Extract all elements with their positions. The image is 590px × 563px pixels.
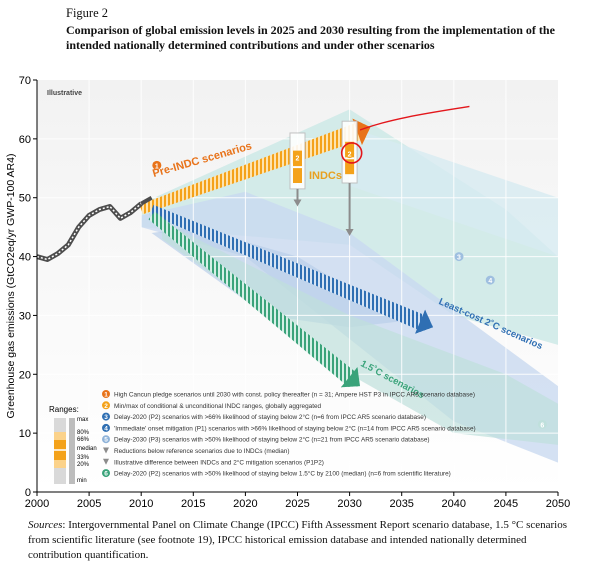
legend-entry-text: 'Immediate' onset mitigation (P1) scenar… bbox=[114, 424, 476, 432]
illustrative-tag: Illustrative bbox=[47, 90, 82, 97]
scenario-marker bbox=[152, 160, 162, 170]
legend-scale-label: 80% bbox=[77, 430, 90, 436]
x-tick-label: 2015 bbox=[181, 498, 205, 510]
x-tick-label: 2045 bbox=[494, 498, 518, 510]
legend-entry-text: Illustrative difference between INDCs an… bbox=[114, 458, 324, 466]
legend-entry-marker bbox=[102, 435, 110, 444]
legend-entry-marker bbox=[102, 401, 110, 410]
red-line-annotation bbox=[359, 105, 470, 131]
scenario-marker bbox=[345, 149, 355, 159]
scenario-marker-number: 4 bbox=[488, 278, 492, 285]
arrow-1-5c bbox=[148, 211, 360, 388]
arrow-pre-indc bbox=[139, 118, 371, 215]
sources-note: Sources: Intergovernmental Panel on Clim… bbox=[28, 518, 568, 563]
figure-label: Figure 2 bbox=[66, 6, 109, 20]
legend-scale-label: 20% bbox=[77, 462, 90, 468]
x-tick-label: 2005 bbox=[77, 498, 101, 510]
legend-entry-text: High Cancun pledge scenarios until 2030 … bbox=[114, 392, 475, 399]
y-tick-label: 0 bbox=[25, 487, 31, 499]
y-tick-label: 10 bbox=[19, 428, 31, 440]
label-indcs: INDCs bbox=[309, 170, 342, 182]
x-tick-label: 2010 bbox=[129, 498, 153, 510]
legend-entry-number: 2 bbox=[104, 403, 108, 410]
x-tick-label: 2030 bbox=[337, 498, 361, 510]
historical-join bbox=[140, 195, 153, 206]
legend-entry-text: Min/max of conditional & unconditional I… bbox=[114, 403, 322, 410]
scenario-marker-number: 2 bbox=[348, 152, 352, 159]
legend-scale-label: 33% bbox=[77, 455, 90, 461]
legend-entry-number: 6 bbox=[104, 471, 108, 478]
scenario-marker bbox=[293, 153, 302, 163]
legend-entry-number: 1 bbox=[104, 392, 108, 399]
indc-2030-difference-arrow-head bbox=[345, 228, 354, 236]
legend-scale-label: median bbox=[77, 446, 97, 452]
figure-title: Comparison of global emission levels in … bbox=[66, 23, 555, 52]
legend-entry-arrow-icon bbox=[103, 458, 109, 465]
y-tick-label: 60 bbox=[19, 134, 31, 146]
legend-entry-marker bbox=[102, 390, 110, 398]
scenario-marker bbox=[537, 419, 547, 429]
legend-entry-marker bbox=[102, 412, 110, 421]
scenario-marker-number: 1 bbox=[155, 163, 159, 170]
red-circle-annotation bbox=[340, 142, 363, 164]
y-tick-label: 40 bbox=[19, 252, 31, 264]
scenario-marker-number: 3 bbox=[457, 255, 461, 262]
legend-scale-label: min bbox=[77, 478, 87, 484]
y-tick-label: 30 bbox=[19, 310, 31, 322]
x-tick-label: 2025 bbox=[285, 498, 309, 510]
legend-entry-arrow-icon bbox=[103, 447, 109, 454]
x-tick-label: 2040 bbox=[442, 498, 466, 510]
scenario-marker bbox=[485, 275, 495, 285]
legend-entry-text: Delay-2020 (P2) scenarios with >66% like… bbox=[114, 413, 426, 421]
scenario-marker bbox=[454, 252, 464, 262]
y-axis-label: Greenhouse gas emissions (GtCO2eq/yr GWP… bbox=[5, 154, 17, 419]
legend-scale-label: max bbox=[77, 417, 88, 423]
legend-scale-label: 66% bbox=[77, 437, 90, 443]
legend-entry-text: Delay-2030 (P3) scenarios with >50% like… bbox=[114, 436, 430, 444]
legend-entry-text: Delay-2020 (P2) scenarios with >50% like… bbox=[114, 470, 451, 478]
x-tick-label: 2000 bbox=[25, 498, 49, 510]
sources-prefix: Sources bbox=[28, 519, 63, 531]
legend-entry-number: 3 bbox=[104, 414, 108, 421]
legend-ranges-title: Ranges: bbox=[49, 405, 79, 414]
historical-line-dash bbox=[36, 203, 142, 261]
scenario-marker-number: 6 bbox=[540, 422, 544, 429]
y-tick-label: 70 bbox=[19, 75, 31, 87]
y-tick-label: 20 bbox=[19, 369, 31, 381]
sources-text: : Intergovernmental Panel on Climate Cha… bbox=[28, 519, 568, 561]
y-tick-label: 50 bbox=[19, 193, 31, 205]
legend-entry-marker bbox=[102, 469, 110, 478]
legend-range-bar-grey bbox=[69, 418, 75, 484]
x-tick-label: 2020 bbox=[233, 498, 257, 510]
arrow-least-cost-2c bbox=[149, 204, 433, 334]
legend-entry-marker bbox=[102, 423, 110, 432]
x-tick-label: 2050 bbox=[546, 498, 570, 510]
legend-entry-number: 4 bbox=[104, 425, 108, 432]
band-1-5c-range bbox=[162, 221, 558, 445]
x-tick-label: 2035 bbox=[389, 498, 413, 510]
arrow-least-cost-2c-head bbox=[415, 309, 433, 334]
legend-entry-number: 5 bbox=[104, 437, 108, 444]
legend-entry-text: Reductions below reference scenarios due… bbox=[114, 448, 289, 455]
scenario-marker-number: 2 bbox=[296, 156, 300, 163]
arrow-1-5c-head bbox=[341, 367, 360, 388]
indc-2025-difference-arrow-head bbox=[293, 199, 302, 207]
